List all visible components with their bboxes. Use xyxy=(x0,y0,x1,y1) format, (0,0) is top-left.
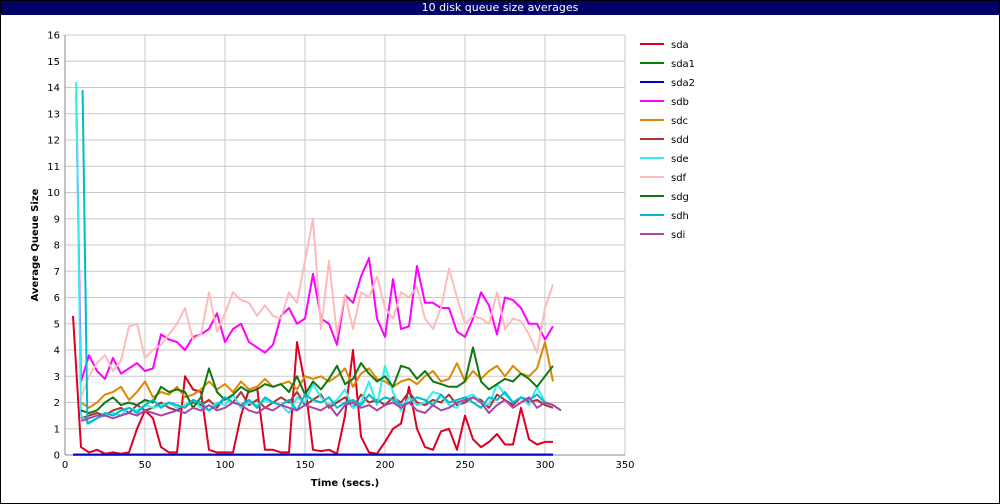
x-tick-label: 50 xyxy=(139,460,152,471)
y-tick-label: 4 xyxy=(54,346,60,357)
series-line-sdc xyxy=(80,341,554,409)
y-tick-label: 9 xyxy=(54,214,60,225)
y-tick-label: 7 xyxy=(54,267,60,278)
legend-label-sdg: sdg xyxy=(671,192,689,203)
legend-label-sde: sde xyxy=(671,154,689,165)
y-tick-label: 10 xyxy=(47,188,60,199)
y-tick-label: 1 xyxy=(54,424,60,435)
legend-label-sda2: sda2 xyxy=(671,78,695,89)
series-line-sdf xyxy=(80,217,554,398)
x-tick-label: 150 xyxy=(295,460,314,471)
legend-label-sdf: sdf xyxy=(671,173,687,184)
x-tick-label: 200 xyxy=(375,460,394,471)
x-tick-label: 300 xyxy=(535,460,554,471)
chart-title: 10 disk queue size averages xyxy=(421,1,579,14)
series-line-sdh xyxy=(81,90,562,425)
x-tick-label: 250 xyxy=(455,460,474,471)
legend-label-sdi: sdi xyxy=(671,230,685,241)
series-layer xyxy=(72,82,562,456)
y-axis-title: Average Queue Size xyxy=(30,188,41,301)
y-tick-label: 0 xyxy=(54,451,60,462)
y-tick-label: 5 xyxy=(54,319,60,330)
legend-label-sda: sda xyxy=(671,40,689,51)
y-tick-label: 8 xyxy=(54,241,60,252)
series-line-sdb xyxy=(75,92,554,383)
y-tick-label: 6 xyxy=(54,293,60,304)
y-tick-label: 12 xyxy=(47,136,60,147)
y-tick-label: 15 xyxy=(47,57,60,68)
y-tick-label: 13 xyxy=(47,109,60,120)
y-tick-label: 11 xyxy=(47,162,60,173)
series-line-sda xyxy=(72,315,553,455)
series-line-sdg xyxy=(80,346,554,414)
y-tick-label: 3 xyxy=(54,372,60,383)
legend-label-sdc: sdc xyxy=(671,116,688,127)
legend-label-sdd: sdd xyxy=(671,135,689,146)
x-tick-label: 100 xyxy=(215,460,234,471)
x-tick-label: 350 xyxy=(615,460,634,471)
y-tick-label: 14 xyxy=(47,83,60,94)
x-axis-title: Time (secs.) xyxy=(311,478,380,489)
x-tick-label: 0 xyxy=(62,460,68,471)
title-bar: 10 disk queue size averages xyxy=(1,1,999,15)
series-line-sdi xyxy=(80,396,562,422)
y-tick-label: 16 xyxy=(47,31,60,42)
legend-label-sdb: sdb xyxy=(671,97,689,108)
legend-label-sdh: sdh xyxy=(671,211,689,222)
y-tick-label: 2 xyxy=(54,398,60,409)
series-line-sde xyxy=(75,82,554,425)
legend: sda sda1 sda2 sdb sdc sdd sde sdf sdg sdh sdi xyxy=(640,40,695,241)
legend-label-sda1: sda1 xyxy=(671,59,695,70)
